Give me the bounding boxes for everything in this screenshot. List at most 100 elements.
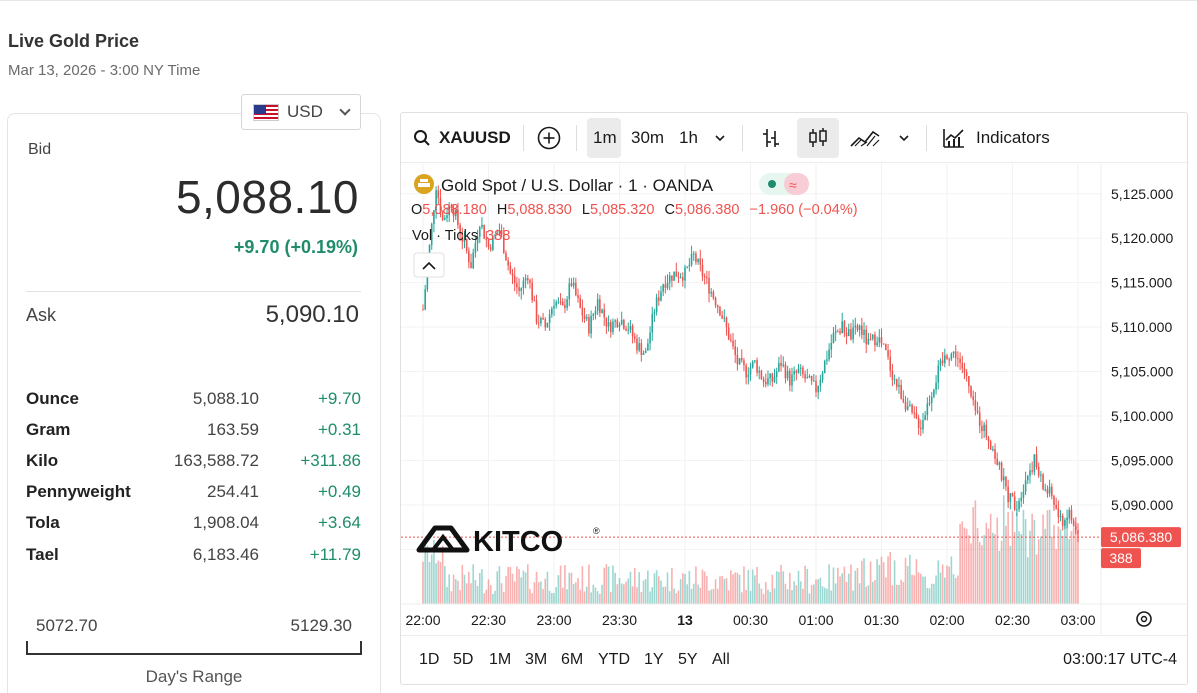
candle-body xyxy=(994,449,996,459)
candle-body xyxy=(764,381,767,385)
volume-bar xyxy=(789,572,791,604)
candle-body xyxy=(861,325,863,335)
candle-body xyxy=(930,396,933,403)
range-5y[interactable]: 5Y xyxy=(678,651,698,668)
candle-body xyxy=(601,309,603,313)
candle-body xyxy=(1016,509,1018,511)
time-tick-label: 01:30 xyxy=(864,612,899,628)
candle-body xyxy=(502,235,505,254)
candle-body xyxy=(963,368,966,373)
range-ytd[interactable]: YTD xyxy=(598,651,630,668)
volume-bar xyxy=(618,578,621,604)
volume-bar xyxy=(1040,536,1042,604)
unit-row-ounce: Ounce 5,088.10 +9.70 xyxy=(26,383,362,414)
volume-bar xyxy=(957,575,959,604)
volume-bar xyxy=(712,589,715,604)
candle-body xyxy=(441,213,444,220)
chart-plot-area[interactable]: KITCO ® Gold Spot / U.S. Dollar · 1 · OA… xyxy=(401,141,1188,634)
candle-body xyxy=(747,374,750,378)
chart-type-dropdown[interactable] xyxy=(897,113,911,163)
area-chart-type-button[interactable] xyxy=(849,113,881,163)
interval-1m[interactable]: 1m xyxy=(593,128,617,147)
volume-bar xyxy=(767,589,769,604)
candle-body xyxy=(1007,486,1009,503)
utc-clock[interactable]: 03:00:17 UTC-4 xyxy=(1063,651,1177,668)
price-chart[interactable]: KITCO ® Gold Spot / U.S. Dollar · 1 · OA… xyxy=(401,141,1188,634)
currency-selector[interactable]: USD xyxy=(241,94,361,130)
volume-bar xyxy=(701,569,704,604)
volume-bar xyxy=(599,593,601,604)
interval-1h[interactable]: 1h xyxy=(679,128,698,147)
volume-bar xyxy=(830,590,833,604)
volume-bar xyxy=(653,573,656,604)
volume-bar xyxy=(714,579,717,604)
volume-bar xyxy=(430,554,433,604)
ohlc-bars-icon xyxy=(763,129,779,147)
interval-dropdown[interactable] xyxy=(713,113,727,163)
volume-bar xyxy=(793,581,795,604)
volume-bar xyxy=(902,582,905,604)
volume-bar xyxy=(535,571,538,604)
volume-bar xyxy=(804,565,806,604)
candle-body xyxy=(719,307,721,316)
candle-body xyxy=(791,374,793,386)
range-3m[interactable]: 3M xyxy=(525,651,548,668)
volume-bar xyxy=(1026,557,1029,604)
volume-bar xyxy=(743,566,745,604)
candle-body xyxy=(760,370,763,379)
volume-bar xyxy=(906,566,909,604)
volume-bar xyxy=(640,591,643,604)
volume-bar xyxy=(441,545,444,604)
candle-body xyxy=(483,224,485,239)
interval-30m[interactable]: 30m xyxy=(631,128,665,147)
candle-body xyxy=(797,368,800,373)
svg-text:5,086.380: 5,086.380 xyxy=(1110,529,1172,545)
candle-body xyxy=(904,401,907,410)
volume-bar xyxy=(994,534,996,604)
chevron-down-icon xyxy=(715,135,725,142)
candle-body xyxy=(723,317,726,319)
chart-settings-button[interactable] xyxy=(1136,611,1152,627)
candle-body xyxy=(605,317,608,327)
volume-bar xyxy=(981,545,983,604)
range-all[interactable]: All xyxy=(712,651,730,668)
range-1y[interactable]: 1Y xyxy=(644,651,664,668)
candle-body xyxy=(437,190,440,198)
unit-price: 163,588.72 xyxy=(173,450,259,470)
symbol-search[interactable]: XAUUSD xyxy=(413,113,511,163)
candle-body xyxy=(970,386,972,397)
unit-change: +0.49 xyxy=(317,482,361,502)
volume-bar xyxy=(1018,531,1020,604)
candle-body xyxy=(485,238,488,240)
bar-chart-type-button[interactable] xyxy=(759,113,783,163)
range-1m[interactable]: 1M xyxy=(489,651,512,668)
time-tick-label: 00:30 xyxy=(733,612,768,628)
candle-body xyxy=(906,406,909,410)
collapse-legend-button[interactable] xyxy=(413,252,445,278)
candle-body xyxy=(568,283,571,300)
volume-bar xyxy=(692,583,695,604)
indicators-button[interactable]: Indicators xyxy=(942,113,1050,163)
volume-bar xyxy=(834,583,837,604)
range-5d[interactable]: 5D xyxy=(453,651,474,668)
chart-range-bar: 1D 5D 1M 3M 6M YTD 1Y 5Y All 03:00:17 UT… xyxy=(401,635,1187,684)
volume-bar xyxy=(623,584,625,604)
volume-bar xyxy=(531,593,533,604)
volume-bar xyxy=(821,586,824,604)
volume-bar xyxy=(647,570,649,604)
range-6m[interactable]: 6M xyxy=(561,651,584,668)
volume-bar xyxy=(513,581,516,604)
candle-body xyxy=(535,300,538,323)
price-tick-label: 5,125.000 xyxy=(1111,186,1173,202)
volume-bar xyxy=(566,589,568,604)
candle-body xyxy=(620,320,623,325)
range-1d[interactable]: 1D xyxy=(419,651,440,668)
volume-bar xyxy=(944,577,946,604)
unit-name: Ounce xyxy=(26,388,79,408)
candle-body xyxy=(740,358,743,361)
volume-bar xyxy=(1042,514,1044,604)
candle-body xyxy=(762,378,765,382)
candles-chart-type-button[interactable] xyxy=(806,113,830,163)
volume-bar xyxy=(727,590,730,604)
compare-symbol-button[interactable] xyxy=(537,113,561,163)
